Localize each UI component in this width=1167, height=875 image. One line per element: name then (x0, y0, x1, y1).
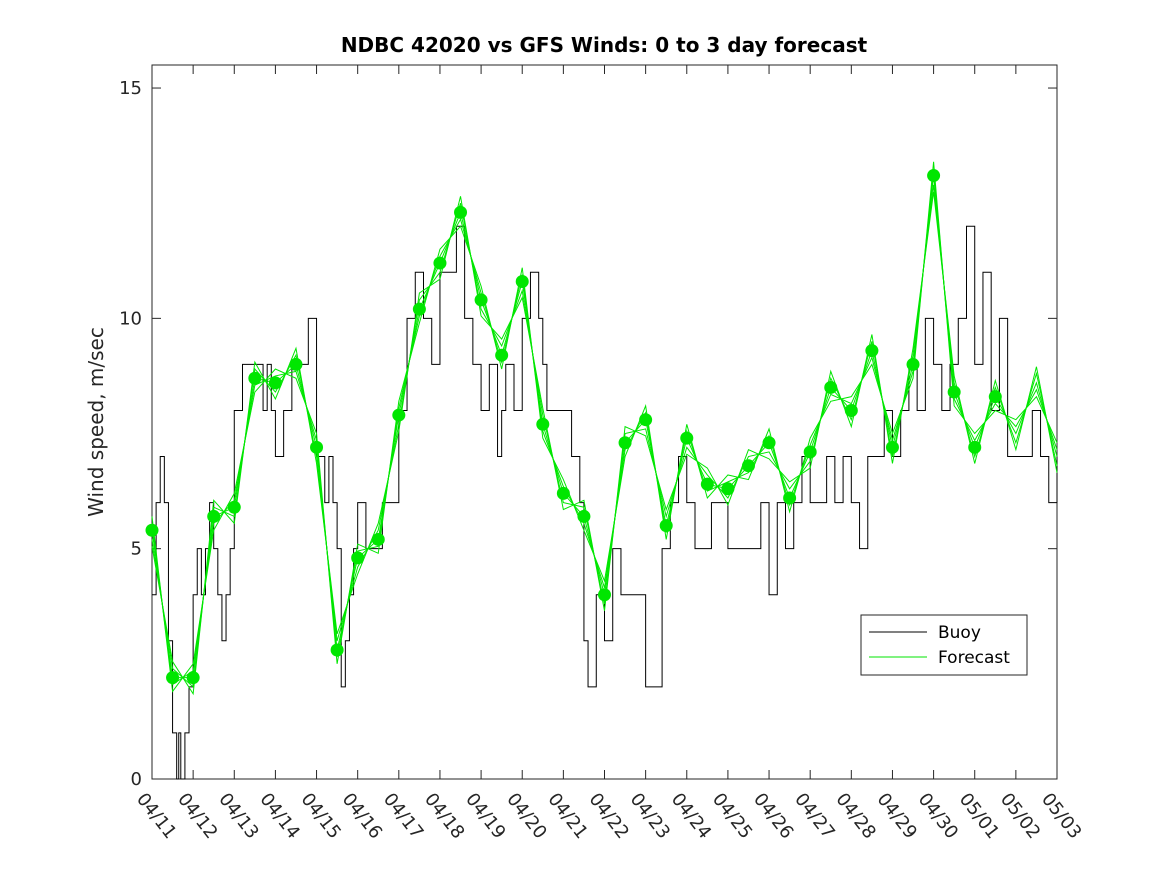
forecast-marker (865, 344, 879, 358)
forecast-marker (906, 357, 920, 371)
forecast-series-line (151, 161, 1058, 693)
forecast-marker (885, 440, 899, 454)
x-tick-label: 04/26 (749, 789, 797, 843)
forecast-marker (248, 371, 262, 385)
forecast-marker (412, 302, 426, 316)
forecast-marker (145, 523, 159, 537)
forecast-marker (844, 403, 858, 417)
y-tick-label: 15 (119, 78, 142, 99)
forecast-marker (536, 417, 550, 431)
forecast-marker (454, 205, 468, 219)
x-tick-label: 04/13 (214, 789, 262, 843)
x-tick-label: 04/15 (297, 789, 345, 843)
y-tick-label: 5 (131, 539, 142, 560)
forecast-marker (268, 376, 282, 390)
forecast-marker (186, 671, 200, 685)
forecast-marker (310, 440, 324, 454)
forecast-marker (227, 500, 241, 514)
chart-title: NDBC 42020 vs GFS Winds: 0 to 3 day fore… (341, 33, 868, 57)
x-tick-label: 05/03 (1037, 789, 1085, 843)
x-tick-label: 04/25 (708, 789, 756, 843)
forecast-marker (947, 385, 961, 399)
forecast-marker (680, 431, 694, 445)
forecast-marker (495, 348, 509, 362)
forecast-marker (207, 509, 221, 523)
forecast-marker (618, 436, 632, 450)
x-tick-label: 04/29 (873, 789, 921, 843)
forecast-marker (289, 357, 303, 371)
x-tick-label: 04/28 (831, 789, 879, 843)
x-tick-label: 05/01 (955, 789, 1003, 843)
legend: Buoy Forecast (860, 614, 1028, 676)
x-tick-label: 04/20 (502, 789, 550, 843)
x-tick-label: 04/19 (461, 789, 509, 843)
forecast-marker (824, 380, 838, 394)
forecast-marker (577, 509, 591, 523)
forecast-marker (639, 413, 653, 427)
y-tick-label: 0 (131, 769, 142, 790)
forecast-marker (700, 477, 714, 491)
forecast-series-line (151, 168, 1058, 686)
forecast-marker (659, 519, 673, 533)
legend-buoy-label: Buoy (938, 623, 981, 643)
forecast-marker (721, 482, 735, 496)
forecast-marker (330, 643, 344, 657)
x-tick-label: 04/22 (585, 789, 633, 843)
forecast-marker (433, 256, 447, 270)
forecast-marker (474, 293, 488, 307)
forecast-marker (927, 169, 941, 183)
legend-forecast-label: Forecast (938, 648, 1010, 668)
forecast-marker (556, 486, 570, 500)
buoy-series-line (152, 225, 1058, 780)
forecast-marker (371, 532, 385, 546)
forecast-marker (803, 445, 817, 459)
forecast-marker (762, 436, 776, 450)
forecast-marker (988, 390, 1002, 404)
forecast-series-line (151, 184, 1058, 688)
forecast-marker (968, 440, 982, 454)
y-axis-label: Wind speed, m/sec (84, 327, 108, 517)
x-tick-label: 04/17 (379, 789, 427, 843)
x-tick-label: 04/24 (667, 789, 715, 843)
x-tick-label: 04/27 (790, 789, 838, 843)
x-tick-label: 04/21 (543, 789, 591, 843)
x-tick-label: 04/14 (255, 789, 303, 843)
x-tick-label: 04/11 (132, 789, 180, 843)
x-tick-label: 04/16 (338, 789, 386, 843)
forecast-marker (598, 588, 611, 602)
x-tick-label: 04/30 (914, 789, 962, 843)
legend-box (860, 614, 1028, 676)
forecast-marker (515, 275, 529, 289)
forecast-marker (392, 408, 406, 422)
forecast-marker (351, 551, 365, 565)
x-tick-label: 04/23 (626, 789, 674, 843)
plot-area: 05101504/1104/1204/1304/1404/1504/1604/1… (119, 64, 1086, 843)
x-tick-label: 04/18 (420, 789, 468, 843)
x-tick-label: 04/12 (173, 789, 221, 843)
y-tick-label: 10 (119, 308, 142, 329)
forecast-marker (783, 491, 797, 505)
forecast-marker (166, 671, 180, 685)
forecast-marker (741, 459, 755, 473)
x-tick-label: 05/02 (996, 789, 1044, 843)
